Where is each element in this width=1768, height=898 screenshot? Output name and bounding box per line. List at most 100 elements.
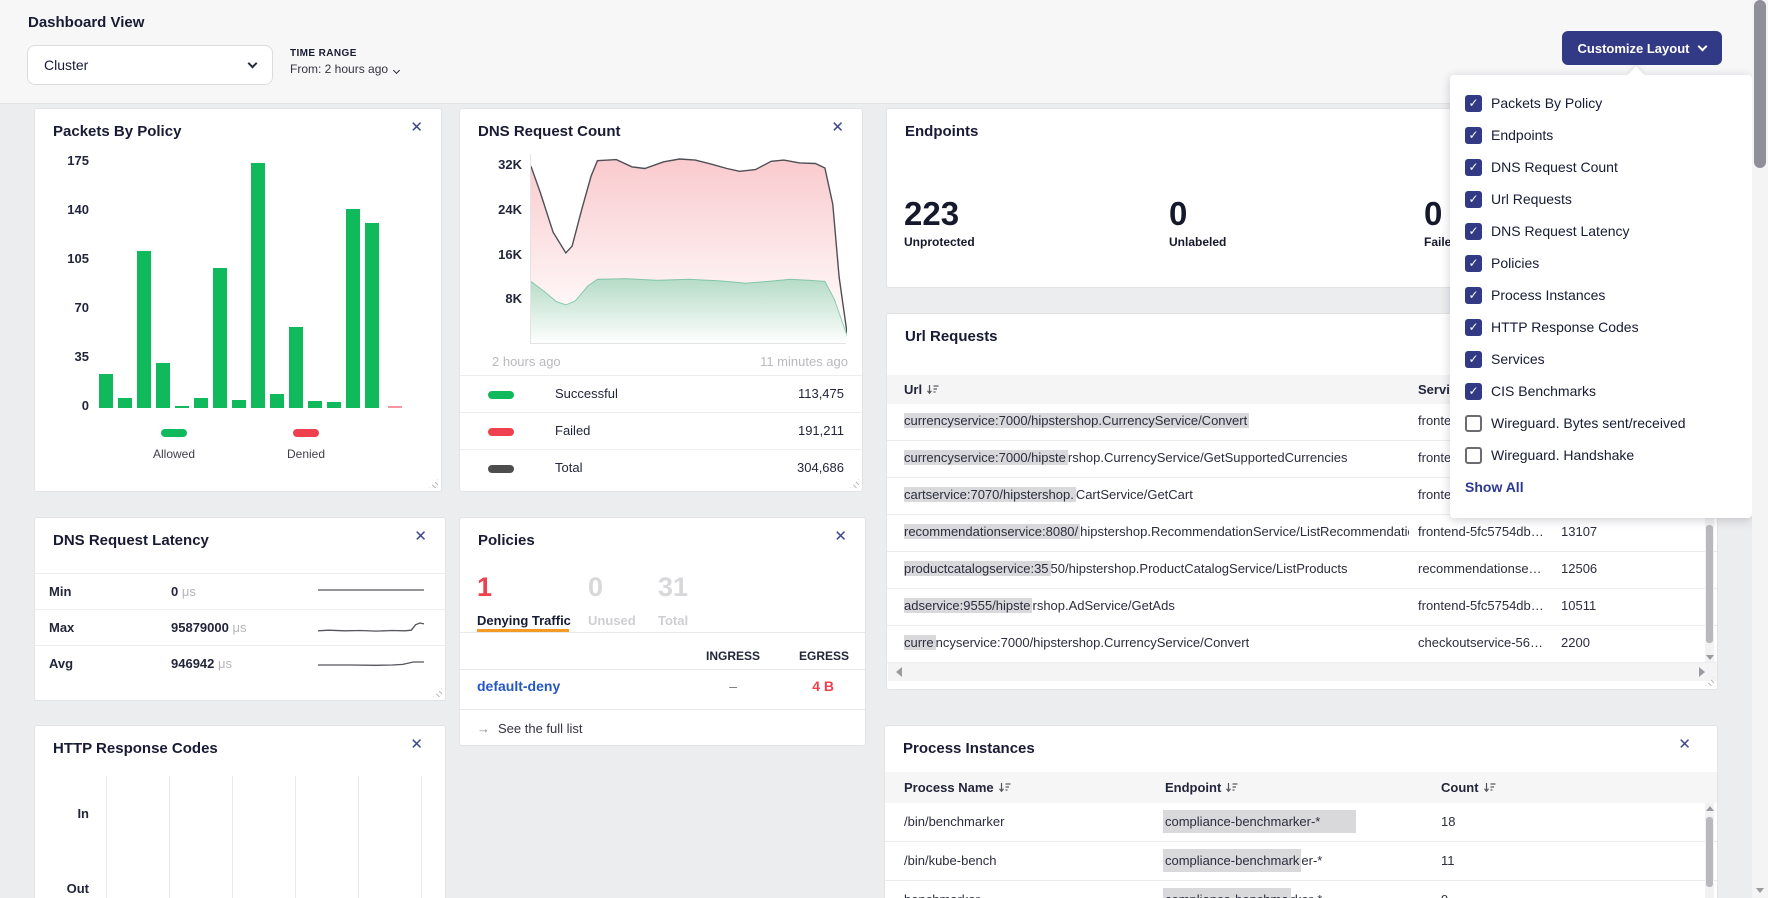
scrollbar-thumb[interactable]	[1706, 525, 1713, 643]
checkbox-checked-icon[interactable]: ✓	[1465, 318, 1482, 336]
table-row: benchmarker compliance-benchmarker-* 9	[885, 881, 1717, 898]
sort-icon[interactable]	[1226, 781, 1238, 796]
area-chart	[530, 154, 848, 344]
checkbox-checked-icon[interactable]: ✓	[1465, 350, 1482, 368]
checkbox-checked-icon[interactable]: ✓	[1465, 382, 1482, 400]
sort-icon[interactable]	[998, 781, 1011, 796]
menu-item-endpoints[interactable]: ✓ Endpoints	[1450, 119, 1752, 151]
latency-value: 95879000 μs	[171, 620, 247, 635]
menu-item-wireguard-handshake[interactable]: Wireguard. Handshake	[1450, 439, 1752, 471]
checkbox-unchecked-icon[interactable]	[1465, 414, 1482, 432]
card-title: DNS Request Count	[478, 123, 621, 140]
close-icon[interactable]: ✕	[831, 119, 844, 136]
url-cell: recommendationservice:8080/hipstershop.R…	[904, 524, 1409, 539]
packets-by-policy-card: Packets By Policy ✕ 0 35 70 105 140 175 Allow…	[34, 108, 442, 492]
legend-item: Denied	[264, 424, 348, 461]
stat-label: Total	[658, 613, 689, 628]
scroll-down-arrow[interactable]	[1706, 655, 1714, 660]
policy-stat-unused[interactable]: 0 Unused	[588, 573, 636, 628]
checkbox-unchecked-icon[interactable]	[1465, 446, 1482, 464]
stat-value: 0	[1424, 195, 1443, 232]
vertical-scrollbar[interactable]	[1705, 375, 1714, 662]
close-icon[interactable]: ✕	[410, 119, 423, 136]
y-tick: 16K	[498, 246, 522, 262]
bar-allowed	[194, 398, 208, 408]
menu-item-cis-benchmarks[interactable]: ✓ CIS Benchmarks	[1450, 375, 1752, 407]
url-cell: currencyservice:7000/hipstershop.Currenc…	[904, 413, 1250, 428]
menu-item-label: Endpoints	[1491, 127, 1554, 143]
resize-handle[interactable]	[1705, 677, 1714, 686]
http-response-codes-card: HTTP Response Codes ✕ In Out	[34, 725, 446, 898]
checkbox-checked-icon[interactable]: ✓	[1465, 190, 1482, 208]
scroll-left-arrow[interactable]	[896, 667, 902, 677]
policy-link[interactable]: default-deny	[477, 678, 561, 694]
menu-item-services[interactable]: ✓ Services	[1450, 343, 1752, 375]
resize-handle[interactable]	[429, 479, 438, 488]
bar-allowed	[156, 363, 170, 408]
resize-handle[interactable]	[433, 688, 442, 697]
stat-value: 0	[588, 572, 604, 602]
view-selector[interactable]: Cluster	[27, 45, 273, 85]
policy-stat-total[interactable]: 31 Total	[658, 573, 688, 628]
menu-item-url-requests[interactable]: ✓ Url Requests	[1450, 183, 1752, 215]
latency-value: 946942 μs	[171, 656, 232, 671]
customize-button-label: Customize Layout	[1577, 40, 1690, 56]
sort-icon[interactable]	[1483, 781, 1496, 796]
sort-icon[interactable]	[927, 383, 939, 398]
resize-handle[interactable]	[850, 479, 859, 488]
menu-item-dns-request-latency[interactable]: ✓ DNS Request Latency	[1450, 215, 1752, 247]
menu-item-http-response-codes[interactable]: ✓ HTTP Response Codes	[1450, 311, 1752, 343]
menu-item-policies[interactable]: ✓ Policies	[1450, 247, 1752, 279]
menu-item-dns-request-count[interactable]: ✓ DNS Request Count	[1450, 151, 1752, 183]
scrollbar-thumb[interactable]	[1706, 817, 1713, 887]
divider	[460, 632, 865, 633]
active-tab-underline	[477, 629, 569, 632]
card-title: Url Requests	[905, 328, 998, 345]
checkbox-checked-icon[interactable]: ✓	[1465, 126, 1482, 144]
scrollbar-thumb[interactable]	[1754, 0, 1766, 168]
table-header: Process Name Endpoint Count	[885, 772, 1717, 803]
legend-swatch	[488, 428, 514, 436]
horizontal-scrollbar[interactable]	[888, 663, 1717, 681]
column-header-process-name: Process Name	[904, 780, 994, 795]
scroll-right-arrow[interactable]	[1699, 667, 1705, 677]
bar-allowed	[270, 394, 284, 408]
checkbox-checked-icon[interactable]: ✓	[1465, 222, 1482, 240]
checkbox-checked-icon[interactable]: ✓	[1465, 254, 1482, 272]
area-series-successful	[531, 278, 847, 344]
checkbox-checked-icon[interactable]: ✓	[1465, 94, 1482, 112]
vertical-scrollbar[interactable]	[1705, 803, 1714, 898]
time-range-from[interactable]: From: 2 hours ago	[290, 62, 401, 76]
latency-label: Min	[49, 584, 72, 599]
bar-chart	[99, 163, 402, 408]
customize-layout-button[interactable]: Customize Layout	[1562, 31, 1722, 65]
close-icon[interactable]: ✕	[834, 528, 847, 545]
close-icon[interactable]: ✕	[1678, 736, 1691, 753]
process-instances-card: Process Instances ✕ Process Name Endpoin…	[884, 725, 1718, 898]
stat-value: 0	[1169, 195, 1188, 232]
latency-unit: μs	[218, 656, 232, 671]
scroll-down-arrow[interactable]	[1756, 888, 1764, 893]
checkbox-checked-icon[interactable]: ✓	[1465, 286, 1482, 304]
service-cell: frontend-5fc5754db…	[1418, 598, 1544, 613]
bar-allowed	[365, 223, 379, 408]
stat-value: 31	[658, 572, 689, 602]
endpoint-cell: compliance-benchmarker-*	[1163, 888, 1322, 898]
menu-item-process-instances[interactable]: ✓ Process Instances	[1450, 279, 1752, 311]
legend-row: Successful 113,475	[460, 375, 862, 412]
legend-value: 191,211	[797, 423, 844, 438]
policy-egress-value: 4 B	[812, 678, 834, 694]
see-full-list-link[interactable]: → See the full list	[477, 721, 583, 736]
close-icon[interactable]: ✕	[414, 528, 427, 545]
menu-item-packets-by-policy[interactable]: ✓ Packets By Policy	[1450, 87, 1752, 119]
show-all-link[interactable]: Show All	[1465, 479, 1524, 495]
close-icon[interactable]: ✕	[410, 736, 423, 753]
menu-item-wireguard-bytes-sent-received[interactable]: Wireguard. Bytes sent/received	[1450, 407, 1752, 439]
scroll-up-arrow[interactable]	[1706, 806, 1714, 811]
legend-value: 304,686	[797, 460, 844, 475]
page-scrollbar[interactable]	[1752, 0, 1768, 898]
checkbox-checked-icon[interactable]: ✓	[1465, 158, 1482, 176]
bar-allowed	[213, 268, 227, 408]
